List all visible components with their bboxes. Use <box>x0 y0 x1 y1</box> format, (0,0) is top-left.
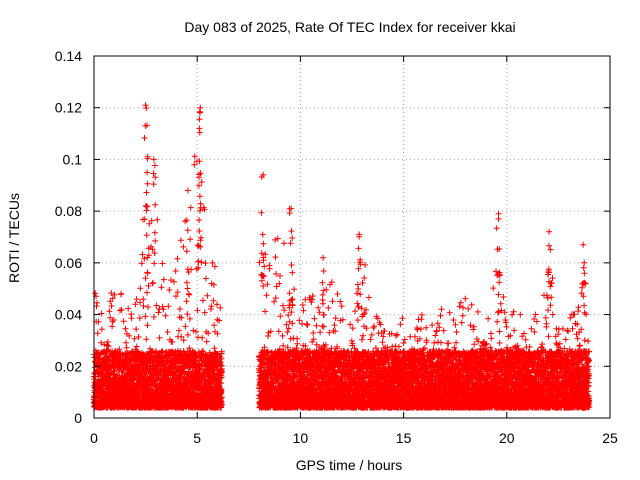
x-tick-label: 25 <box>602 430 618 446</box>
y-tick-label: 0.14 <box>55 48 82 64</box>
axis-ticks: 0 5 10 15 20 25 0 0.02 0.04 0.06 0.08 0.1 0.12 0.14 <box>55 48 618 446</box>
y-tick-label: 0.04 <box>55 307 82 323</box>
y-tick-label: 0 <box>74 410 82 426</box>
x-tick-label: 20 <box>499 430 515 446</box>
x-axis-label: GPS time / hours <box>296 457 403 473</box>
y-axis-label: ROTI / TECUs <box>6 193 22 283</box>
chart-title: Day 083 of 2025, Rate Of TEC Index for r… <box>184 19 515 35</box>
y-tick-label: 0.08 <box>55 203 82 219</box>
x-tick-label: 10 <box>293 430 309 446</box>
plot-frame <box>93 55 611 419</box>
x-tick-label: 0 <box>90 430 98 446</box>
grid-lines <box>94 56 610 418</box>
x-tick-label: 5 <box>193 430 201 446</box>
y-tick-label: 0.06 <box>55 255 82 271</box>
y-tick-label: 0.1 <box>63 151 83 167</box>
y-tick-label: 0.12 <box>55 100 82 116</box>
x-tick-label: 15 <box>396 430 412 446</box>
y-tick-label: 0.02 <box>55 358 82 374</box>
